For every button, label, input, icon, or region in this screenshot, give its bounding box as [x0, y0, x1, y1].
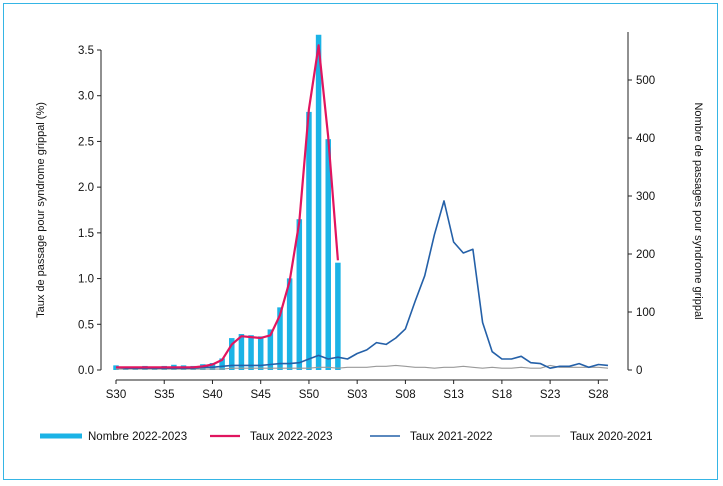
- bar: [296, 219, 303, 370]
- x-tick-label: S40: [202, 389, 222, 401]
- left-tick-label: 3.0: [78, 91, 94, 103]
- series-line: [116, 44, 339, 369]
- bar: [219, 358, 225, 370]
- x-tick-label: S03: [347, 389, 367, 401]
- bar: [315, 34, 322, 370]
- legend-label: Taux 2020-2021: [570, 431, 652, 443]
- left-tick-label: 3.5: [78, 45, 94, 57]
- chart-frame: [3, 3, 718, 480]
- series-line: [115, 200, 609, 370]
- legend-label: Nombre 2022-2023: [88, 431, 187, 443]
- bar: [267, 329, 274, 370]
- bar: [248, 335, 254, 370]
- x-tick-label: S13: [443, 389, 463, 401]
- bar: [238, 334, 245, 370]
- x-tick-label: S18: [492, 389, 512, 401]
- legend-label: Taux 2021-2022: [410, 431, 492, 443]
- bar: [277, 307, 283, 370]
- left-tick-label: 1.0: [78, 274, 94, 286]
- bar: [325, 139, 331, 370]
- right-tick-label: 100: [636, 307, 655, 319]
- legend-group: Nombre 2022-2023 Taux 2022-2023 Taux 2021-…: [40, 431, 652, 443]
- lines-group: [115, 44, 609, 370]
- x-tick-label: S45: [250, 389, 270, 401]
- bar: [306, 111, 312, 371]
- right-tick-label: 300: [636, 191, 655, 203]
- bar: [286, 278, 293, 370]
- left-tick-label: 1.5: [78, 228, 94, 240]
- left-tick-label: 0.0: [78, 365, 94, 377]
- x-tick-label: S30: [106, 389, 126, 401]
- right-tick-label: 500: [636, 75, 655, 87]
- bar: [229, 338, 235, 370]
- right-tick-label: 0: [636, 365, 642, 377]
- right-axis-label: Nombre de passages pour syndrome grippal: [692, 102, 704, 319]
- x-tick-label: S28: [588, 389, 608, 401]
- bar: [335, 262, 341, 370]
- left-tick-label: 0.5: [78, 319, 94, 331]
- x-tick-label: S08: [395, 389, 415, 401]
- right-tick-label: 200: [636, 249, 655, 261]
- left-tick-label: 2.0: [78, 182, 94, 194]
- series-line: [116, 364, 609, 370]
- x-tick-label: S35: [154, 389, 174, 401]
- left-tick-label: 2.5: [78, 136, 94, 148]
- x-tick-label: S50: [299, 389, 319, 401]
- x-tick-label: S23: [540, 389, 560, 401]
- bar: [257, 336, 264, 370]
- legend-label: Taux 2022-2023: [250, 431, 332, 443]
- left-axis-label: Taux de passage pour syndrome grippal (%…: [35, 102, 47, 318]
- bars-group: [113, 34, 341, 371]
- axes-group: 0.0 0.5 1.0 1.5 2.0 2.5 3.0 3.5 Taux de passage …: [35, 32, 704, 401]
- right-tick-label: 400: [636, 133, 655, 145]
